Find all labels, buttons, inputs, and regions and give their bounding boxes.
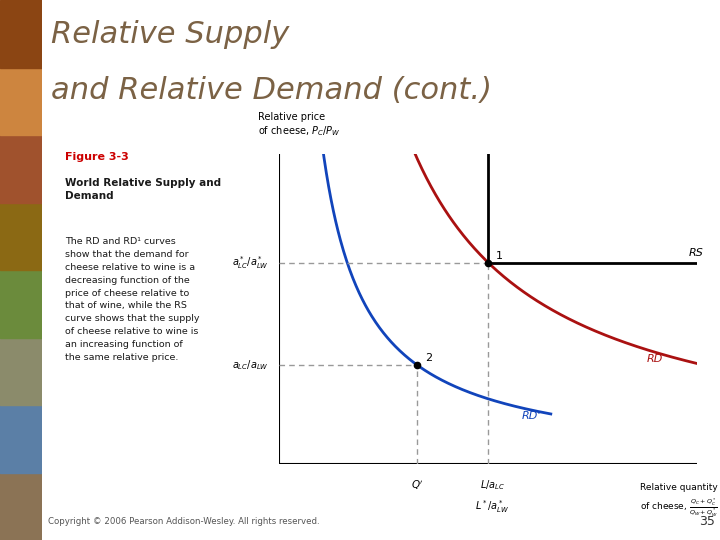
Text: $Q'$: $Q'$ bbox=[410, 478, 423, 492]
Bar bbox=[0, 0, 42, 68]
Text: $a^*_{LC}/a^*_{LW}$: $a^*_{LC}/a^*_{LW}$ bbox=[232, 254, 269, 271]
Text: 35: 35 bbox=[698, 515, 714, 528]
Text: Relative Supply: Relative Supply bbox=[51, 21, 289, 49]
Text: $L/a_{LC}$: $L/a_{LC}$ bbox=[480, 478, 505, 492]
Bar bbox=[0, 472, 42, 540]
Text: RS: RS bbox=[688, 248, 703, 258]
Text: $L^*/a^*_{LW}$: $L^*/a^*_{LW}$ bbox=[475, 498, 510, 515]
Bar bbox=[0, 405, 42, 472]
Bar bbox=[0, 270, 42, 338]
Bar bbox=[0, 68, 42, 135]
Bar bbox=[0, 202, 42, 270]
Text: Copyright © 2006 Pearson Addison-Wesley. All rights reserved.: Copyright © 2006 Pearson Addison-Wesley.… bbox=[48, 517, 320, 526]
Text: The RD and RD¹ curves
show that the demand for
cheese relative to wine is a
decr: The RD and RD¹ curves show that the dema… bbox=[66, 237, 200, 362]
Bar bbox=[0, 338, 42, 405]
Text: Figure 3-3: Figure 3-3 bbox=[66, 152, 129, 162]
Text: 1: 1 bbox=[495, 251, 503, 261]
Text: Relative price
of cheese, $P_C/P_W$: Relative price of cheese, $P_C/P_W$ bbox=[258, 112, 341, 138]
Bar bbox=[0, 135, 42, 202]
Text: RD': RD' bbox=[521, 411, 541, 421]
Text: 2: 2 bbox=[425, 354, 432, 363]
Text: and Relative Demand (cont.): and Relative Demand (cont.) bbox=[51, 76, 492, 105]
Text: Relative quantity
of cheese, $\frac{Q_C+Q_C^*}{Q_W+Q_W^*}$: Relative quantity of cheese, $\frac{Q_C+… bbox=[640, 483, 718, 519]
Text: World Relative Supply and
Demand: World Relative Supply and Demand bbox=[66, 178, 222, 201]
Text: $a_{LC}/a_{LW}$: $a_{LC}/a_{LW}$ bbox=[232, 358, 269, 372]
Text: RD: RD bbox=[647, 354, 663, 364]
